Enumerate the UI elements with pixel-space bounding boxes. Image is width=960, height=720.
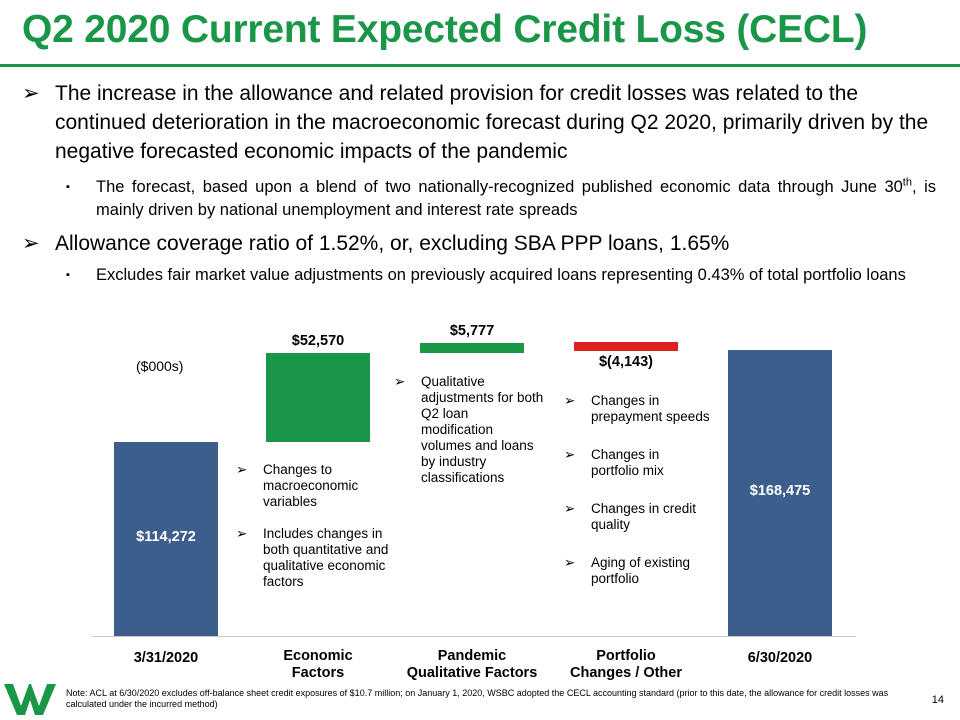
note-item: ➢ Changes in prepayment speeds (564, 393, 710, 424)
economic-notes: ➢ Changes to macroeconomic variables ➢ Inc… (236, 462, 398, 590)
bar-3 (420, 342, 524, 353)
sub-bullet-text: Excludes fair market value adjustments o… (96, 266, 906, 284)
footnote: Note: ACL at 6/30/2020 excludes off-bala… (66, 688, 889, 709)
arrow-bullet-icon: ➢ (564, 555, 576, 570)
title-rule (0, 64, 960, 67)
bar-4 (574, 341, 678, 351)
square-bullet-icon: ▪ (66, 269, 70, 281)
arrow-bullet-icon: ➢ (564, 393, 576, 408)
pandemic-notes: ➢ Qualitative adjustments for both Q2 loa… (394, 374, 544, 486)
note-item: ➢ Includes changes in both quantitative a… (236, 526, 389, 589)
x-tick-label-1: 3/31/2020 (133, 650, 199, 666)
arrow-bullet-icon: ➢ (394, 374, 406, 389)
chart-baseline (92, 636, 856, 637)
value-label-5: $168,475 (749, 483, 811, 499)
note-item: ➢ Aging of existing portfolio (564, 555, 691, 586)
arrow-bullet-icon: ➢ (22, 232, 40, 255)
portfolio-notes: ➢ Changes in prepayment speeds ➢ Changes i… (564, 393, 710, 587)
sub-bullet-text: The forecast, based upon a blend of two … (96, 176, 936, 219)
note-item: ➢ Changes in credit quality (564, 501, 697, 532)
note-item: ➢ Changes in portfolio mix (564, 447, 664, 478)
value-label-4: $(4,143) (598, 353, 653, 370)
arrow-bullet-icon: ➢ (22, 82, 40, 105)
x-tick-label-2: Economic Factors (283, 648, 353, 681)
note-item: ➢ Changes to macroeconomic variables (236, 462, 359, 509)
arrow-bullet-icon: ➢ (564, 447, 576, 462)
value-label-2: $52,570 (291, 332, 345, 349)
bar-5 (728, 350, 832, 636)
bullet-text: The increase in the allowance and relate… (55, 82, 929, 163)
value-label-3: $5,777 (449, 322, 495, 339)
units-label: ($000s) (136, 358, 184, 374)
arrow-bullet-icon: ➢ (564, 501, 576, 516)
note-item: ➢ Qualitative adjustments for both Q2 loa… (394, 374, 544, 485)
bullet-text: Allowance coverage ratio of 1.52%, or, e… (55, 232, 730, 255)
value-label-1: $114,272 (136, 529, 196, 545)
bar-2 (266, 352, 370, 442)
company-logo (4, 684, 56, 715)
page-number: 14 (931, 694, 944, 706)
arrow-bullet-icon: ➢ (236, 462, 248, 477)
x-tick-label-5: 6/30/2020 (747, 650, 813, 666)
square-bullet-icon: ▪ (66, 181, 70, 193)
arrow-bullet-icon: ➢ (236, 526, 248, 541)
bar-1 (114, 442, 218, 636)
x-tick-label-4: Portfolio Changes / Other (570, 648, 682, 681)
page-title: Q2 2020 Current Expected Credit Loss (CE… (22, 8, 868, 51)
x-tick-label-3: Pandemic Qualitative Factors (406, 648, 538, 681)
